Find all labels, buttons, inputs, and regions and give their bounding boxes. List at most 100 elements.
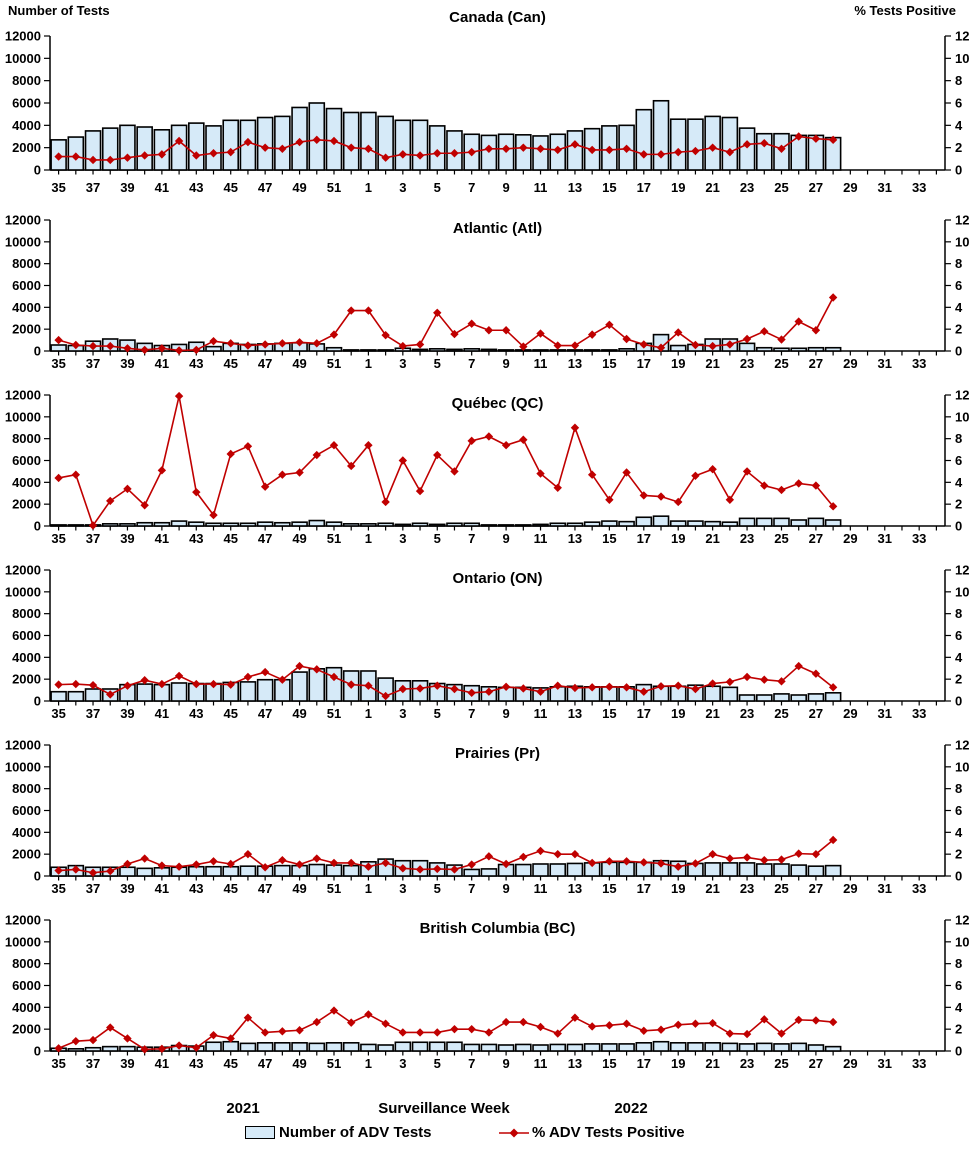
svg-text:1: 1 [365,531,372,546]
diamond-marker [209,149,218,158]
svg-text:4: 4 [955,475,963,490]
tick-marks [44,394,951,531]
diamond-marker [381,330,390,340]
left-axis-title: Number of Tests [8,3,110,18]
svg-text:10: 10 [955,934,969,949]
svg-text:3: 3 [399,706,406,721]
diamond-marker [553,849,562,859]
diamond-marker [123,153,132,162]
diamond-marker [415,1028,425,1037]
svg-text:47: 47 [258,531,272,546]
diamond-marker [312,339,321,348]
diamond-marker [381,1019,390,1028]
diamond-marker [605,682,614,692]
svg-text:33: 33 [912,706,926,721]
diamond-marker [691,684,700,694]
diamond-marker [570,341,580,350]
diamond-marker [54,680,63,689]
diamond-marker [467,147,476,157]
diamond-marker [691,859,700,868]
chart-quebec: 0 2000 4000 6000 8000 10000 12000 0 2 4 6 8 10 12 35 37… [0,380,976,555]
legend-item-pct: % ADV Tests Positive [499,1124,685,1141]
svg-text:39: 39 [120,356,134,371]
svg-text:11: 11 [534,356,548,371]
axes [49,395,946,527]
diamond-marker [312,135,321,145]
svg-text:4000: 4000 [12,1000,41,1015]
diamond-marker [192,487,201,497]
diamond-marker [226,339,235,348]
diamond-marker [501,1017,511,1027]
svg-text:12: 12 [955,388,969,403]
diamond-marker [364,681,373,690]
svg-text:6: 6 [955,628,962,643]
svg-text:27: 27 [809,1056,823,1071]
year-label-2022: 2022 [614,1100,648,1117]
x-axis-labels: 35 37 39 41 43 45 47 49 51 1 3 5 7 9 11 13 15 17 19 21 23 25 2… [51,180,926,195]
svg-text:19: 19 [671,356,685,371]
svg-text:1: 1 [365,706,372,721]
diamond-marker [71,152,81,161]
diamond-marker [157,679,167,689]
left-axis-labels: 0 2000 4000 6000 8000 10000 12000 [5,29,41,178]
svg-text:27: 27 [809,881,823,896]
svg-text:21: 21 [705,1056,719,1071]
diamond-marker [501,144,511,153]
pct-positive-line [54,132,838,165]
diamond-marker [674,497,683,507]
diamond-marker [433,149,442,158]
svg-text:8000: 8000 [12,256,41,271]
axes [49,920,946,1052]
diamond-marker [639,1026,648,1036]
x-axis-labels: 35 37 39 41 43 45 47 49 51 1 3 5 7 9 11 13 15 17 19 21 23 25 2… [51,356,926,371]
svg-text:8: 8 [955,256,962,271]
diamond-marker [622,334,631,344]
diamond-marker [519,342,528,351]
axes [49,745,946,877]
svg-text:35: 35 [51,356,65,371]
svg-text:12000: 12000 [5,388,41,403]
svg-text:9: 9 [502,1056,509,1071]
svg-text:15: 15 [602,706,616,721]
diamond-marker [260,1028,270,1037]
diamond-marker [243,672,253,682]
diamond-marker [622,144,631,153]
svg-text:8000: 8000 [12,73,41,88]
diamond-marker [674,1020,683,1029]
svg-text:47: 47 [258,1056,272,1071]
svg-text:21: 21 [705,356,719,371]
svg-text:3: 3 [399,881,406,896]
svg-text:5: 5 [434,706,441,721]
diamond-marker [605,145,614,155]
diamond-marker [364,306,373,315]
diamond-marker [656,492,666,501]
diamond-marker [536,687,545,696]
panel-title: Atlantic (Atl) [453,220,542,237]
svg-text:4000: 4000 [12,825,41,840]
svg-text:6: 6 [955,96,962,111]
svg-text:7: 7 [468,1056,475,1071]
svg-text:23: 23 [740,1056,754,1071]
diamond-marker [140,345,149,355]
diamond-marker [312,665,321,674]
svg-text:11: 11 [534,531,548,546]
svg-text:10: 10 [955,759,969,774]
svg-text:15: 15 [602,881,616,896]
diamond-marker [260,482,270,491]
legend: Number of ADV Tests % ADV Tests Positive [0,1124,976,1148]
svg-text:23: 23 [740,531,754,546]
svg-text:13: 13 [568,881,582,896]
diamond-marker [708,679,717,688]
diamond-marker [691,1019,700,1028]
panel-title: Canada (Can) [449,9,546,26]
diamond-marker [278,470,287,479]
diamond-marker [192,1043,201,1052]
diamond-marker [708,1018,717,1028]
svg-text:17: 17 [637,180,651,195]
right-axis-labels: 0 2 4 6 8 10 12 [955,29,969,178]
svg-text:11: 11 [534,881,548,896]
svg-text:23: 23 [740,706,754,721]
svg-text:6: 6 [955,278,962,293]
svg-text:29: 29 [843,1056,857,1071]
svg-text:31: 31 [878,356,892,371]
